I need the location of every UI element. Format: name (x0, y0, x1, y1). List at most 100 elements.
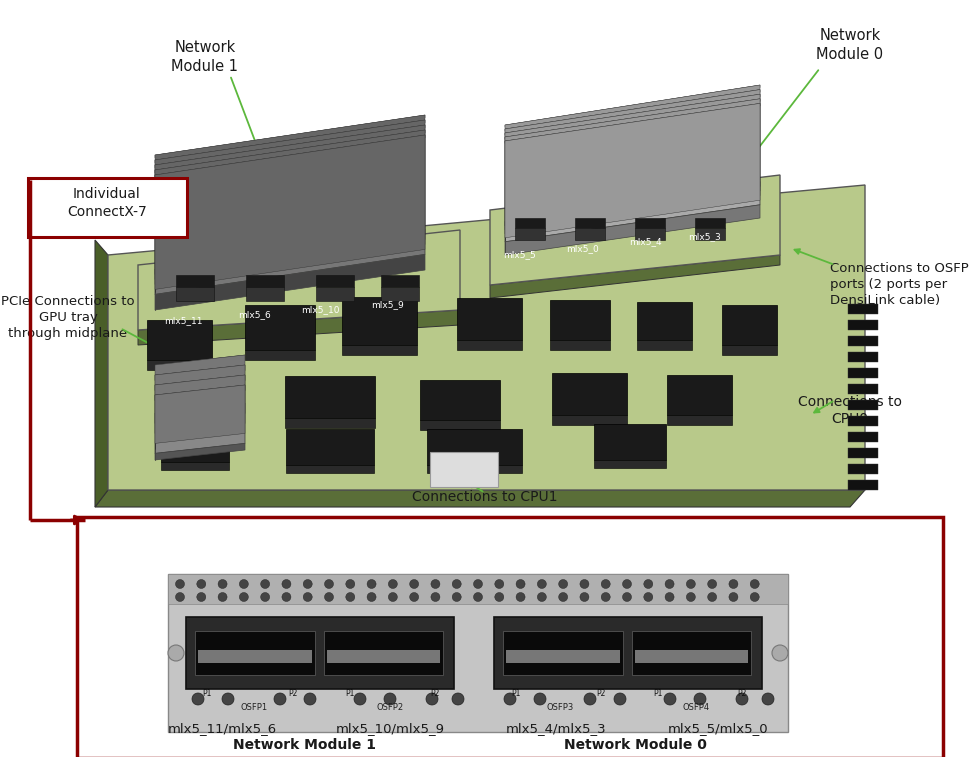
Circle shape (579, 580, 589, 588)
Polygon shape (155, 385, 245, 444)
Polygon shape (668, 415, 733, 425)
Polygon shape (505, 85, 760, 222)
Polygon shape (505, 104, 760, 238)
FancyBboxPatch shape (327, 650, 440, 662)
Polygon shape (155, 120, 425, 274)
Circle shape (694, 693, 706, 705)
Polygon shape (515, 228, 545, 240)
Polygon shape (155, 229, 425, 294)
Polygon shape (155, 444, 245, 460)
Circle shape (389, 593, 397, 602)
Text: mlx5_0: mlx5_0 (567, 244, 600, 253)
Circle shape (516, 593, 525, 602)
Polygon shape (427, 465, 522, 473)
Circle shape (431, 593, 440, 602)
FancyBboxPatch shape (199, 650, 312, 662)
Text: P2: P2 (430, 690, 440, 699)
FancyBboxPatch shape (848, 320, 878, 330)
Polygon shape (575, 228, 605, 240)
Circle shape (325, 580, 333, 588)
Circle shape (686, 593, 696, 602)
Text: Connections to OSFP
ports (2 ports per
DensiLink cable): Connections to OSFP ports (2 ports per D… (830, 262, 969, 307)
Polygon shape (457, 298, 522, 340)
Text: P1: P1 (512, 690, 520, 699)
Polygon shape (490, 255, 780, 298)
Polygon shape (505, 94, 760, 230)
Circle shape (584, 693, 596, 705)
Polygon shape (155, 403, 245, 453)
FancyBboxPatch shape (635, 650, 748, 662)
Polygon shape (505, 182, 760, 241)
Polygon shape (155, 135, 425, 178)
Polygon shape (155, 254, 425, 310)
Polygon shape (245, 350, 315, 360)
Polygon shape (155, 125, 425, 168)
Polygon shape (165, 373, 235, 415)
Polygon shape (155, 365, 245, 381)
Circle shape (665, 580, 674, 588)
Polygon shape (161, 424, 229, 462)
Circle shape (622, 580, 632, 588)
Polygon shape (285, 418, 375, 428)
FancyBboxPatch shape (28, 178, 187, 237)
Circle shape (601, 580, 610, 588)
Circle shape (534, 693, 546, 705)
Polygon shape (161, 462, 229, 470)
Polygon shape (695, 228, 725, 240)
Polygon shape (316, 287, 354, 301)
Polygon shape (138, 310, 460, 345)
Circle shape (729, 593, 738, 602)
Polygon shape (155, 355, 245, 370)
Polygon shape (155, 125, 425, 279)
Circle shape (367, 580, 376, 588)
Polygon shape (155, 130, 425, 173)
Polygon shape (594, 424, 666, 460)
FancyBboxPatch shape (324, 631, 443, 674)
Polygon shape (155, 355, 245, 413)
Circle shape (410, 593, 419, 602)
Polygon shape (550, 340, 610, 350)
FancyBboxPatch shape (848, 336, 878, 346)
Text: OSFP2: OSFP2 (376, 702, 403, 712)
Circle shape (384, 693, 396, 705)
Circle shape (175, 593, 184, 602)
Text: mlx5_10/mlx5_9: mlx5_10/mlx5_9 (335, 722, 445, 736)
Polygon shape (316, 275, 354, 287)
Polygon shape (155, 135, 425, 289)
Polygon shape (342, 297, 418, 345)
Polygon shape (550, 300, 610, 340)
Circle shape (762, 693, 774, 705)
Polygon shape (505, 89, 760, 226)
Circle shape (665, 593, 674, 602)
FancyBboxPatch shape (848, 368, 878, 378)
Circle shape (664, 693, 676, 705)
Polygon shape (420, 380, 500, 420)
Circle shape (538, 593, 547, 602)
Polygon shape (155, 115, 425, 269)
Text: Network Module 1: Network Module 1 (234, 738, 377, 752)
Text: Connections to CPU1: Connections to CPU1 (412, 490, 558, 504)
Polygon shape (381, 275, 419, 287)
Polygon shape (594, 460, 666, 468)
Circle shape (175, 580, 184, 588)
Polygon shape (342, 345, 418, 355)
FancyBboxPatch shape (848, 384, 878, 394)
Polygon shape (165, 415, 235, 425)
Circle shape (772, 645, 788, 661)
FancyBboxPatch shape (848, 304, 878, 314)
Circle shape (303, 593, 312, 602)
Text: mlx5_5: mlx5_5 (504, 250, 537, 259)
Text: P2: P2 (596, 690, 606, 699)
Circle shape (426, 693, 438, 705)
Circle shape (750, 593, 760, 602)
Circle shape (261, 580, 269, 588)
Text: P1: P1 (345, 690, 355, 699)
FancyBboxPatch shape (168, 574, 788, 732)
Circle shape (453, 593, 461, 602)
Circle shape (239, 580, 248, 588)
Circle shape (559, 593, 568, 602)
Circle shape (346, 580, 355, 588)
Polygon shape (155, 130, 425, 285)
Polygon shape (155, 120, 425, 163)
Polygon shape (552, 415, 628, 425)
